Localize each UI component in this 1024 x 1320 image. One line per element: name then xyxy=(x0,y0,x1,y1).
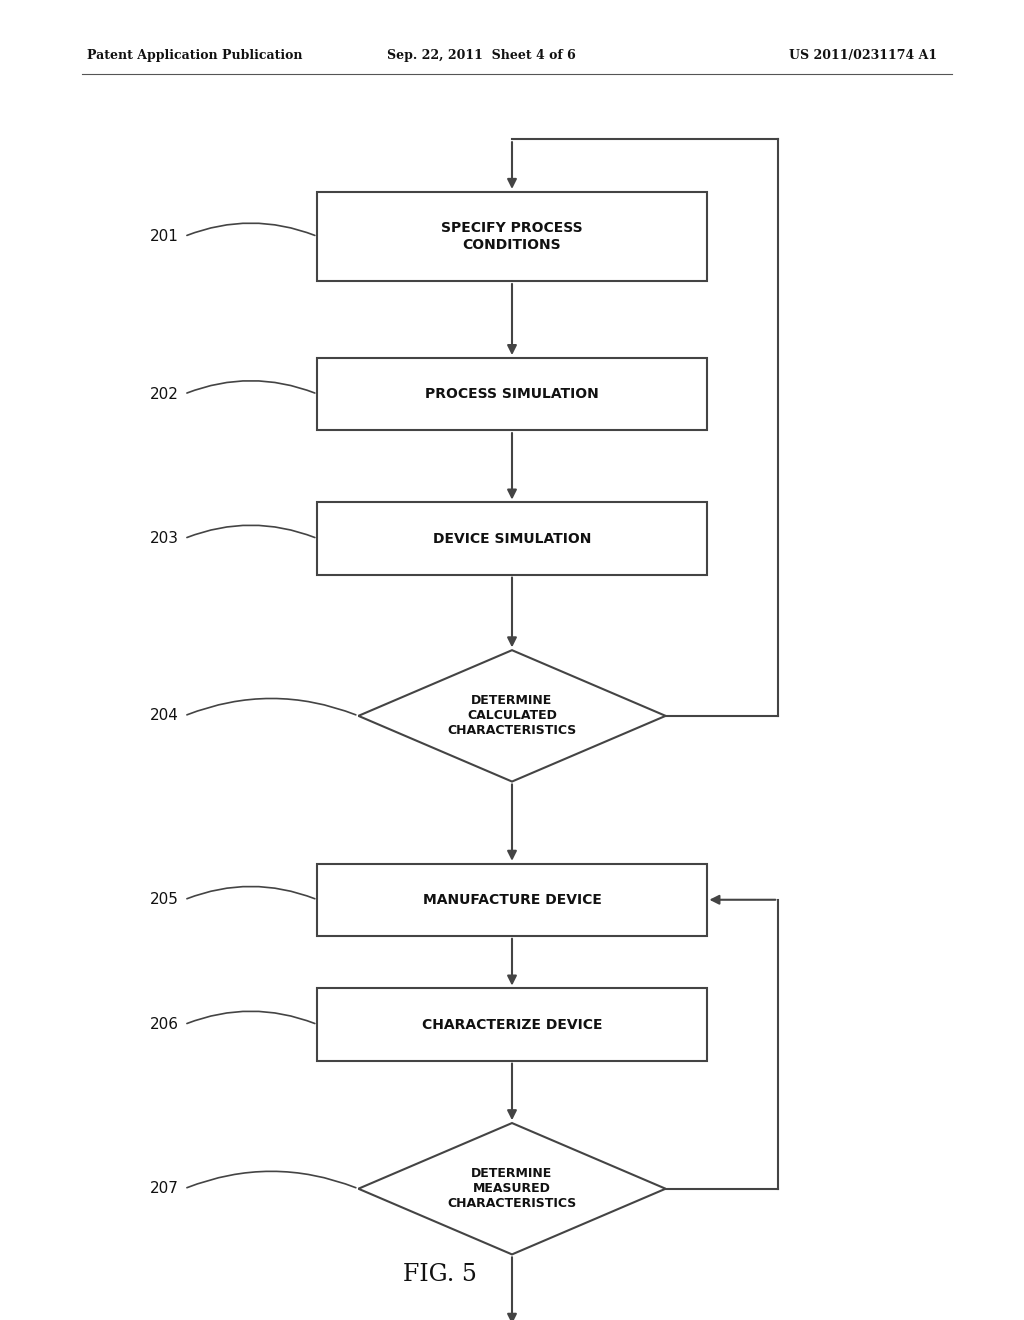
Polygon shape xyxy=(358,651,666,781)
Text: PROCESS SIMULATION: PROCESS SIMULATION xyxy=(425,387,599,401)
Text: 207: 207 xyxy=(151,1181,179,1196)
Text: SPECIFY PROCESS
CONDITIONS: SPECIFY PROCESS CONDITIONS xyxy=(441,222,583,252)
Bar xyxy=(317,863,707,936)
Text: 202: 202 xyxy=(151,387,179,401)
Text: Sep. 22, 2011  Sheet 4 of 6: Sep. 22, 2011 Sheet 4 of 6 xyxy=(387,49,575,62)
Text: FIG. 5: FIG. 5 xyxy=(403,1263,477,1286)
Polygon shape xyxy=(358,1123,666,1254)
Text: DEVICE SIMULATION: DEVICE SIMULATION xyxy=(433,532,591,545)
Text: US 2011/0231174 A1: US 2011/0231174 A1 xyxy=(788,49,937,62)
Text: 204: 204 xyxy=(151,709,179,723)
Bar xyxy=(317,191,707,281)
Text: DETERMINE
MEASURED
CHARACTERISTICS: DETERMINE MEASURED CHARACTERISTICS xyxy=(447,1167,577,1210)
Bar xyxy=(317,503,707,574)
Bar xyxy=(317,989,707,1061)
Text: 205: 205 xyxy=(151,892,179,907)
Text: 201: 201 xyxy=(151,228,179,244)
Text: CHARACTERIZE DEVICE: CHARACTERIZE DEVICE xyxy=(422,1018,602,1031)
Text: MANUFACTURE DEVICE: MANUFACTURE DEVICE xyxy=(423,892,601,907)
Text: Patent Application Publication: Patent Application Publication xyxy=(87,49,302,62)
Bar xyxy=(317,358,707,430)
Text: DETERMINE
CALCULATED
CHARACTERISTICS: DETERMINE CALCULATED CHARACTERISTICS xyxy=(447,694,577,738)
Text: 206: 206 xyxy=(151,1016,179,1032)
Text: 203: 203 xyxy=(151,531,179,546)
